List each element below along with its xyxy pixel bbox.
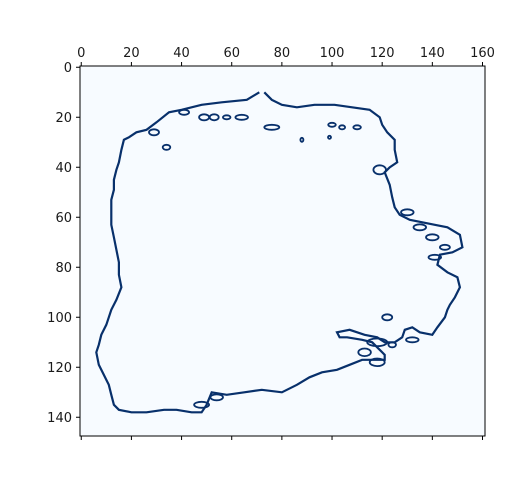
- y-tick-label: 80: [55, 261, 72, 276]
- x-tick-label: 0: [77, 46, 85, 61]
- contour-layer: [95, 91, 464, 414]
- contour-blob: [263, 123, 281, 131]
- contour-blob: [234, 113, 249, 121]
- x-tick-label: 100: [320, 46, 345, 61]
- y-axis: 0 20 40 60 80 100 120 140: [47, 61, 80, 426]
- contour-blob: [438, 243, 451, 251]
- contour-blob: [299, 136, 305, 143]
- contour-blob: [425, 233, 440, 242]
- y-tick-label: 100: [47, 311, 72, 326]
- contour-blob: [327, 134, 332, 140]
- contour-blob: [405, 336, 420, 344]
- y-tick-label: 20: [55, 111, 72, 126]
- contour-blob: [161, 143, 172, 151]
- contour-blob: [412, 223, 428, 232]
- contour-blob: [368, 357, 386, 367]
- contour-blob: [400, 208, 415, 217]
- contour-blob: [338, 124, 347, 131]
- contour-blob: [327, 121, 337, 128]
- plot-frame: [79, 65, 486, 437]
- y-tick-label: 120: [47, 361, 72, 376]
- contour-blob: [366, 337, 389, 347]
- x-tick-label: 60: [223, 46, 240, 61]
- contour-blob: [221, 114, 232, 121]
- x-tick-label: 80: [274, 46, 291, 61]
- y-tick-label: 0: [64, 61, 72, 76]
- x-tick-label: 160: [470, 46, 495, 61]
- contour-blob: [208, 113, 220, 122]
- contour-blob: [209, 393, 224, 402]
- contour-blob: [193, 400, 211, 409]
- contour-blob: [427, 253, 443, 261]
- x-tick-label: 40: [173, 46, 190, 61]
- y-tick-label: 140: [47, 411, 72, 426]
- contour-blob: [148, 128, 160, 137]
- contour-blob: [381, 313, 394, 322]
- contour-blob: [178, 108, 191, 116]
- x-tick-label: 140: [420, 46, 445, 61]
- x-axis: 0 20 40 60 80 100 120 140 160: [77, 46, 495, 440]
- contour-blob: [387, 341, 397, 349]
- x-tick-label: 120: [370, 46, 395, 61]
- contour-blob: [352, 124, 362, 131]
- y-tick-label: 40: [55, 161, 72, 176]
- image-area: [80, 66, 485, 436]
- contour-blob: [357, 347, 372, 357]
- contour-blob: [372, 164, 387, 176]
- x-tick-label: 20: [123, 46, 140, 61]
- y-tick-label: 60: [55, 211, 72, 226]
